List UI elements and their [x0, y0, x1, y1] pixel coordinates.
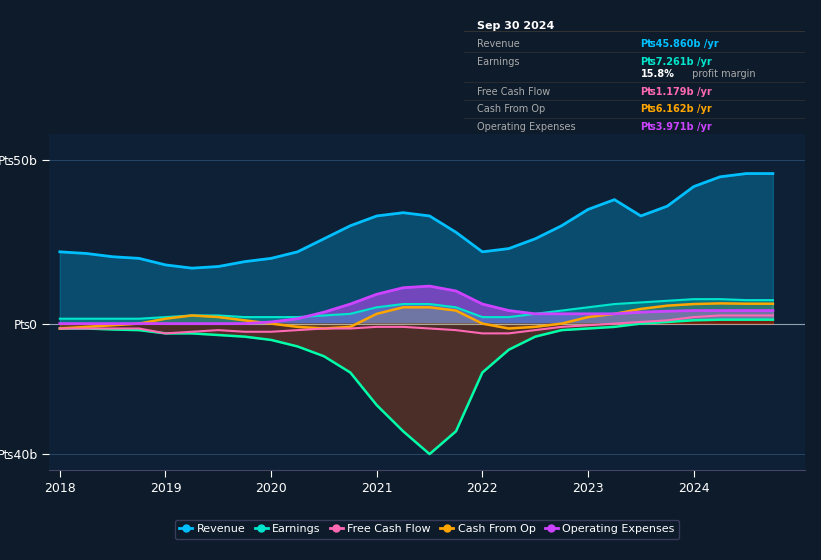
Text: ₧7.261b /yr: ₧7.261b /yr	[641, 57, 712, 67]
Text: profit margin: profit margin	[689, 69, 755, 79]
Text: Cash From Op: Cash From Op	[478, 105, 546, 114]
Text: Operating Expenses: Operating Expenses	[478, 122, 576, 132]
Text: 15.8%: 15.8%	[641, 69, 675, 79]
Text: Free Cash Flow: Free Cash Flow	[478, 87, 551, 97]
Text: Sep 30 2024: Sep 30 2024	[478, 21, 555, 31]
Text: ₧6.162b /yr: ₧6.162b /yr	[641, 105, 712, 114]
Text: Earnings: Earnings	[478, 57, 520, 67]
Text: Revenue: Revenue	[478, 39, 521, 49]
Text: ₧3.971b /yr: ₧3.971b /yr	[641, 122, 712, 132]
Legend: Revenue, Earnings, Free Cash Flow, Cash From Op, Operating Expenses: Revenue, Earnings, Free Cash Flow, Cash …	[175, 520, 679, 539]
Text: ₧45.860b /yr: ₧45.860b /yr	[641, 39, 718, 49]
Text: ₧1.179b /yr: ₧1.179b /yr	[641, 87, 712, 97]
